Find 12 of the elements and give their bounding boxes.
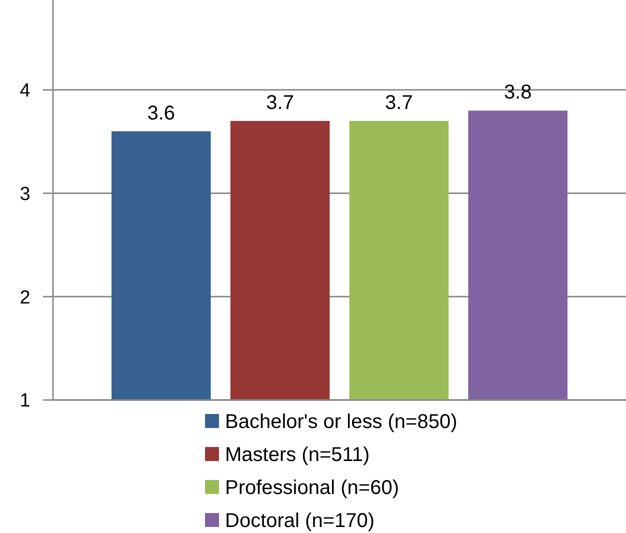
data-label: 3.7 <box>385 92 413 114</box>
legend-label: Professional (n=60) <box>225 477 399 499</box>
y-tick-label: 2 <box>20 287 30 308</box>
data-label: 3.7 <box>266 92 294 114</box>
legend-label: Doctoral (n=170) <box>225 510 375 532</box>
data-label: 3.8 <box>504 82 532 104</box>
y-tick-label: 3 <box>20 184 30 205</box>
y-tick-label: 1 <box>20 390 30 412</box>
y-tick-label: 4 <box>20 80 31 102</box>
data-label: 3.6 <box>147 102 176 124</box>
legend-label: Bachelor's or less (n=850) <box>225 411 458 433</box>
legend-label: Masters (n=511) <box>225 444 370 466</box>
